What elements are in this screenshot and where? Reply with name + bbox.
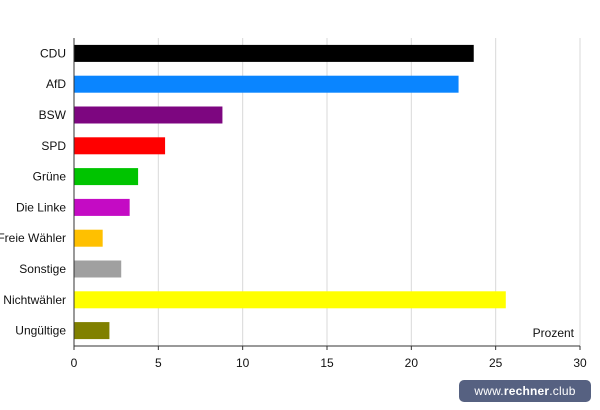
category-label: Sonstige	[19, 262, 66, 276]
bar	[74, 44, 474, 62]
tick-labels: 0 5 10 15 20 25 30	[71, 356, 587, 370]
x-tick-label: 25	[489, 356, 503, 370]
bar	[74, 322, 110, 340]
axes	[73, 38, 581, 350]
category-labels: CDU AfD BSW SPD Grüne Die Linke Freie Wähler So…	[0, 46, 67, 337]
watermark-badge: www.rechner.club	[459, 380, 591, 402]
watermark-prefix: www.	[474, 384, 504, 398]
bar	[74, 260, 122, 278]
bar	[74, 198, 130, 216]
x-tick-label: 5	[155, 356, 162, 370]
bars	[74, 44, 506, 340]
x-tick-label: 20	[405, 356, 419, 370]
bar	[74, 137, 166, 155]
category-label: AfD	[46, 77, 66, 91]
category-label: Nichtwähler	[3, 293, 66, 307]
x-tick-label: 10	[236, 356, 250, 370]
x-tick-label: 15	[320, 356, 334, 370]
bar	[74, 229, 103, 247]
watermark-suffix: .club	[549, 384, 576, 398]
x-tick-label: 0	[71, 356, 78, 370]
bar	[74, 291, 506, 309]
bar	[74, 168, 139, 186]
category-label: Grüne	[33, 170, 67, 184]
x-axis-unit-label: Prozent	[533, 326, 575, 340]
watermark-brand: rechner	[503, 384, 550, 398]
x-tick-label: 30	[573, 356, 587, 370]
category-label: Die Linke	[16, 200, 66, 214]
category-label: Freie Wähler	[0, 231, 66, 245]
bar	[74, 106, 223, 124]
category-label: BSW	[39, 108, 67, 122]
category-label: Ungültige	[15, 324, 66, 338]
category-label: CDU	[40, 46, 66, 60]
category-label: SPD	[41, 139, 66, 153]
bar	[74, 75, 459, 93]
